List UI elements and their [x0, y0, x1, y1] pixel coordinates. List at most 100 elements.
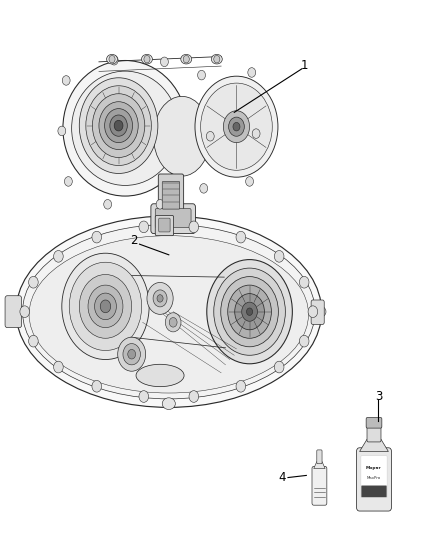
Ellipse shape — [29, 236, 308, 393]
Circle shape — [229, 117, 244, 136]
Circle shape — [153, 290, 167, 307]
Circle shape — [28, 335, 38, 347]
Circle shape — [223, 111, 250, 143]
FancyBboxPatch shape — [317, 450, 322, 464]
Circle shape — [274, 361, 284, 373]
Ellipse shape — [181, 54, 192, 64]
Circle shape — [160, 57, 168, 67]
FancyBboxPatch shape — [159, 218, 170, 232]
Circle shape — [169, 318, 177, 327]
Circle shape — [221, 277, 279, 347]
Circle shape — [247, 308, 253, 316]
FancyBboxPatch shape — [357, 448, 392, 511]
Circle shape — [100, 300, 111, 313]
Circle shape — [95, 293, 117, 320]
Circle shape — [64, 176, 72, 186]
Circle shape — [236, 231, 246, 243]
Text: MaxPro: MaxPro — [367, 475, 381, 480]
Circle shape — [248, 68, 256, 77]
Ellipse shape — [22, 224, 315, 399]
Circle shape — [139, 391, 148, 402]
Circle shape — [62, 76, 70, 85]
FancyBboxPatch shape — [312, 466, 327, 505]
Circle shape — [300, 277, 309, 288]
Text: 2: 2 — [130, 235, 138, 247]
FancyBboxPatch shape — [5, 296, 21, 328]
Circle shape — [214, 268, 286, 356]
Circle shape — [195, 76, 278, 177]
Circle shape — [99, 102, 138, 150]
Circle shape — [104, 199, 112, 209]
Polygon shape — [314, 462, 325, 469]
Circle shape — [139, 221, 148, 233]
Circle shape — [198, 70, 205, 80]
Ellipse shape — [153, 96, 210, 176]
Circle shape — [233, 123, 240, 131]
FancyBboxPatch shape — [155, 215, 173, 236]
Circle shape — [128, 350, 136, 359]
Ellipse shape — [141, 54, 152, 64]
Text: 3: 3 — [374, 390, 382, 403]
Circle shape — [114, 120, 123, 131]
Circle shape — [189, 391, 198, 402]
Circle shape — [92, 381, 102, 392]
Circle shape — [69, 262, 142, 351]
Circle shape — [206, 132, 214, 141]
Circle shape — [242, 302, 258, 321]
Ellipse shape — [313, 306, 326, 318]
FancyBboxPatch shape — [162, 181, 180, 209]
Polygon shape — [360, 439, 389, 451]
Circle shape — [144, 55, 150, 63]
Circle shape — [157, 295, 163, 302]
Circle shape — [156, 199, 164, 209]
Ellipse shape — [16, 216, 321, 407]
Circle shape — [207, 260, 292, 364]
Circle shape — [86, 86, 151, 165]
Circle shape — [201, 83, 272, 170]
Text: 1: 1 — [300, 59, 308, 72]
Ellipse shape — [72, 71, 179, 185]
Circle shape — [200, 183, 208, 193]
Ellipse shape — [136, 365, 184, 386]
Circle shape — [53, 361, 63, 373]
Circle shape — [165, 313, 181, 332]
Circle shape — [92, 94, 145, 158]
Circle shape — [147, 282, 173, 314]
FancyBboxPatch shape — [361, 456, 387, 498]
Circle shape — [79, 274, 132, 338]
Circle shape — [62, 253, 149, 360]
FancyBboxPatch shape — [311, 300, 324, 325]
Circle shape — [246, 176, 254, 186]
Circle shape — [118, 337, 146, 371]
Circle shape — [88, 285, 123, 328]
Circle shape — [308, 306, 318, 318]
Circle shape — [79, 78, 158, 173]
Ellipse shape — [63, 61, 187, 196]
Circle shape — [58, 126, 66, 136]
Ellipse shape — [12, 306, 25, 318]
Circle shape — [53, 251, 63, 262]
Ellipse shape — [162, 398, 175, 409]
FancyBboxPatch shape — [366, 417, 382, 428]
FancyBboxPatch shape — [151, 204, 195, 233]
Circle shape — [92, 231, 102, 243]
Ellipse shape — [106, 54, 117, 64]
Circle shape — [123, 344, 141, 365]
Ellipse shape — [212, 54, 222, 64]
Circle shape — [28, 277, 38, 288]
FancyBboxPatch shape — [367, 424, 381, 442]
Text: Mopar: Mopar — [366, 466, 382, 470]
Circle shape — [20, 306, 29, 318]
Circle shape — [189, 221, 198, 233]
Circle shape — [300, 335, 309, 347]
Circle shape — [236, 381, 246, 392]
Ellipse shape — [162, 214, 175, 225]
Circle shape — [274, 251, 284, 262]
Circle shape — [110, 55, 118, 65]
Circle shape — [252, 129, 260, 139]
Circle shape — [228, 285, 272, 338]
Circle shape — [105, 109, 133, 143]
Circle shape — [110, 115, 127, 136]
FancyBboxPatch shape — [155, 208, 191, 228]
Circle shape — [183, 55, 189, 63]
